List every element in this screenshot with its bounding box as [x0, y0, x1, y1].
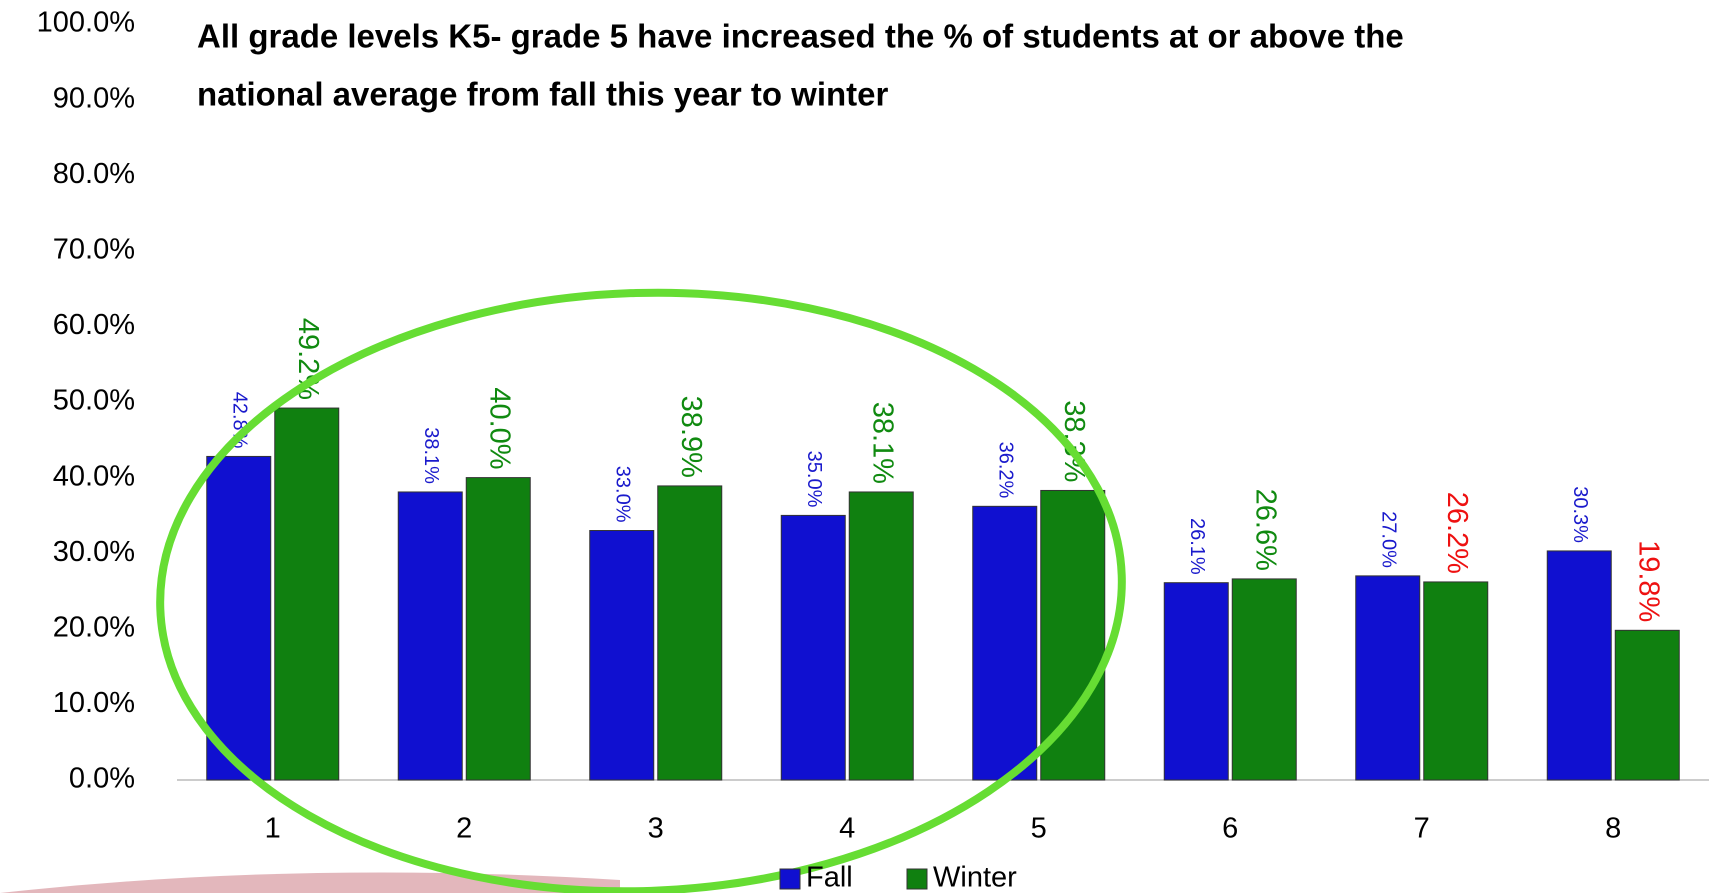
y-tick-label: 30.0% — [53, 536, 135, 568]
bar — [972, 505, 1038, 781]
bar — [780, 514, 846, 781]
y-tick-label: 0.0% — [69, 763, 135, 795]
legend-label: Winter — [933, 862, 1017, 893]
bar — [1163, 582, 1229, 781]
bar — [206, 455, 272, 781]
y-tick-label: 20.0% — [53, 611, 135, 643]
x-tick-label: 7 — [1414, 813, 1430, 845]
data-label: 30.3% — [1569, 486, 1591, 543]
y-tick-label: 40.0% — [53, 460, 135, 492]
data-label: 26.2% — [1441, 492, 1473, 574]
x-tick-label: 4 — [839, 813, 855, 845]
data-label: 26.6% — [1250, 489, 1282, 571]
data-label: 38.1% — [867, 402, 899, 484]
data-label: 35.0% — [803, 451, 825, 508]
legend-label: Fall — [806, 862, 853, 893]
data-label: 19.8% — [1633, 540, 1665, 622]
data-label: 27.0% — [1377, 511, 1399, 568]
x-tick-label: 8 — [1605, 813, 1621, 845]
chart-title: national average from fall this year to … — [197, 76, 889, 113]
bar — [274, 407, 340, 781]
data-label: 26.1% — [1186, 518, 1208, 575]
y-tick-label: 100.0% — [37, 7, 135, 39]
bar — [1614, 629, 1680, 781]
data-label: 33.0% — [611, 466, 633, 523]
highlight-ellipse — [156, 288, 1126, 893]
legend-swatch — [779, 868, 801, 890]
bar — [1423, 581, 1489, 781]
bar — [589, 530, 655, 781]
x-tick-label: 1 — [265, 813, 281, 845]
bar — [1546, 550, 1612, 781]
y-tick-label: 50.0% — [53, 385, 135, 417]
data-label: 38.1% — [420, 427, 442, 484]
x-tick-label: 5 — [1031, 813, 1047, 845]
x-tick-label: 2 — [456, 813, 472, 845]
y-tick-label: 10.0% — [53, 687, 135, 719]
x-tick-label: 3 — [648, 813, 664, 845]
y-tick-label: 60.0% — [53, 309, 135, 341]
data-label: 36.2% — [994, 442, 1016, 499]
chart-title: All grade levels K5- grade 5 have increa… — [197, 18, 1404, 55]
bar — [465, 477, 531, 781]
legend-swatch — [906, 868, 928, 890]
bar — [1355, 575, 1421, 781]
bar — [848, 491, 914, 781]
bar — [397, 491, 463, 781]
y-tick-label: 90.0% — [53, 82, 135, 114]
data-label: 38.9% — [675, 396, 707, 478]
bar — [1040, 489, 1106, 781]
bar — [657, 485, 723, 781]
bar — [1231, 578, 1297, 781]
y-tick-label: 70.0% — [53, 233, 135, 265]
x-tick-label: 6 — [1222, 813, 1238, 845]
y-tick-label: 80.0% — [53, 158, 135, 190]
data-label: 40.0% — [484, 387, 516, 469]
